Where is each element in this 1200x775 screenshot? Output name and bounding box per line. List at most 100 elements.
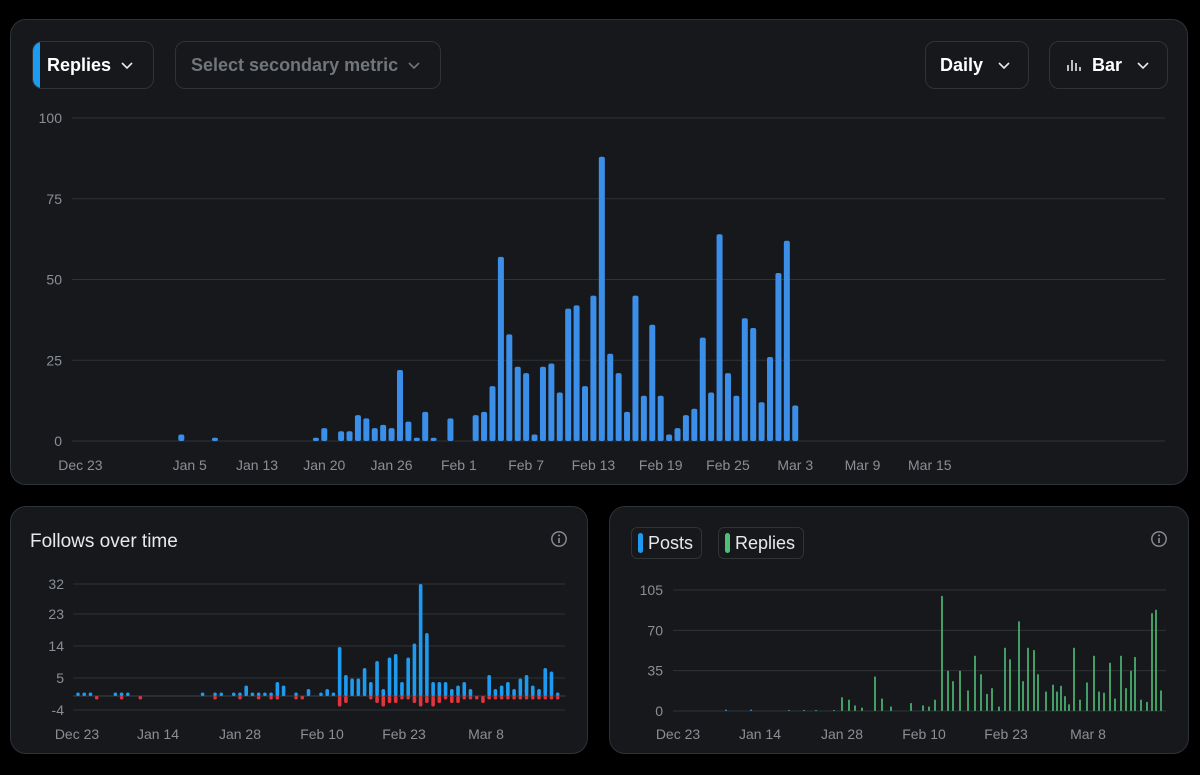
follows-card-title: Follows over time bbox=[30, 531, 178, 552]
replies-bar bbox=[312, 437, 319, 441]
x-tick-label: Feb 23 bbox=[382, 726, 426, 742]
x-tick-label: Jan 26 bbox=[371, 457, 413, 473]
replies-bar bbox=[1160, 690, 1162, 711]
replies-bar bbox=[1155, 609, 1157, 711]
y-tick-label: 23 bbox=[48, 606, 64, 622]
unfollows-bar bbox=[393, 696, 398, 703]
legend-replies-toggle[interactable]: Replies bbox=[718, 527, 805, 559]
y-tick-label: 25 bbox=[46, 352, 62, 368]
follows-bar bbox=[499, 685, 504, 696]
interval-label: Daily bbox=[940, 54, 984, 75]
x-tick-label: Mar 8 bbox=[1070, 726, 1106, 742]
replies-bar bbox=[598, 156, 605, 441]
chevron-down-icon bbox=[119, 57, 135, 73]
replies-bar bbox=[1109, 662, 1111, 711]
replies-bar bbox=[1151, 613, 1153, 711]
follows-bar bbox=[275, 682, 280, 696]
follows-bar bbox=[468, 689, 473, 696]
replies-bar bbox=[986, 693, 988, 711]
replies-bar bbox=[934, 699, 936, 711]
replies-bar bbox=[1060, 685, 1062, 711]
replies-bar bbox=[716, 234, 723, 441]
replies-bar bbox=[767, 357, 774, 441]
unfollows-bar bbox=[294, 696, 298, 700]
replies-bar bbox=[1068, 704, 1070, 711]
unfollows-bar bbox=[256, 696, 261, 700]
x-tick-label: Jan 13 bbox=[236, 457, 278, 473]
unfollows-bar bbox=[506, 696, 510, 700]
chevron-down-icon bbox=[406, 57, 422, 73]
replies-bar bbox=[1033, 649, 1035, 711]
y-tick-label: 35 bbox=[647, 663, 663, 679]
follows-bar bbox=[431, 682, 435, 696]
follows-bar bbox=[82, 692, 87, 696]
x-tick-label: Jan 28 bbox=[821, 726, 863, 742]
follows-bar bbox=[269, 692, 273, 696]
follows-bar bbox=[393, 654, 398, 696]
unfollows-bar bbox=[474, 696, 479, 700]
replies-bar bbox=[380, 424, 387, 441]
replies-bar bbox=[941, 595, 943, 711]
replies-bar bbox=[506, 334, 513, 441]
replies-bar bbox=[874, 676, 876, 711]
primary-metric-label: Replies bbox=[47, 54, 112, 75]
follows-bar bbox=[331, 692, 336, 696]
replies-bar bbox=[803, 709, 805, 711]
follows-bar bbox=[325, 689, 329, 696]
replies-bar bbox=[178, 434, 185, 441]
legend-replies-label: Replies bbox=[735, 532, 796, 553]
chart-type-dropdown[interactable]: Bar bbox=[1049, 41, 1168, 89]
replies-bar bbox=[967, 690, 969, 711]
info-icon[interactable] bbox=[550, 530, 568, 548]
follows-bar bbox=[543, 668, 548, 696]
replies-bar bbox=[708, 392, 715, 441]
replies-bar bbox=[775, 273, 782, 441]
replies-bar bbox=[699, 337, 706, 441]
y-tick-label: 0 bbox=[54, 433, 62, 449]
replies-bar bbox=[1079, 699, 1081, 711]
replies-bar bbox=[413, 437, 420, 441]
replies-bar bbox=[472, 415, 479, 441]
replies-bar bbox=[691, 408, 698, 441]
unfollows-bar bbox=[487, 696, 491, 700]
replies-bar bbox=[998, 706, 1000, 711]
posts-replies-bar-chart: 0 35 70 105 Dec 23 Jan 14 Jan 28 Feb 10 Feb 23 Ma… bbox=[640, 582, 1166, 742]
replies-bar bbox=[497, 256, 504, 441]
follows-bar bbox=[462, 682, 467, 696]
unfollows-bar bbox=[437, 696, 442, 703]
chevron-down-icon bbox=[996, 57, 1012, 73]
unfollows-bar bbox=[381, 696, 386, 707]
replies-bar bbox=[422, 411, 429, 441]
follows-bar bbox=[456, 685, 460, 696]
unfollows-bar bbox=[481, 696, 485, 703]
follows-bar bbox=[369, 682, 373, 696]
unfollows-bar bbox=[512, 696, 516, 700]
follows-bar bbox=[337, 647, 342, 696]
replies-bar bbox=[674, 428, 681, 441]
y-tick-label: 0 bbox=[655, 703, 663, 719]
follows-bar bbox=[213, 692, 217, 696]
replies-bar bbox=[682, 415, 689, 441]
replies-bar bbox=[430, 437, 437, 441]
replies-bar bbox=[1064, 696, 1066, 711]
follows-bar bbox=[231, 692, 236, 696]
follows-bar bbox=[200, 692, 205, 696]
x-tick-label: Feb 23 bbox=[984, 726, 1028, 742]
follows-bar bbox=[524, 675, 529, 696]
replies-bar bbox=[741, 318, 748, 441]
replies-bar bbox=[531, 434, 538, 441]
unfollows-bar bbox=[524, 696, 529, 700]
replies-bar bbox=[724, 373, 731, 441]
x-tick-label: Mar 9 bbox=[845, 457, 881, 473]
secondary-metric-dropdown[interactable]: Select secondary metric bbox=[175, 41, 441, 89]
replies-bar bbox=[640, 395, 647, 441]
primary-metric-dropdown[interactable]: Replies bbox=[32, 41, 154, 89]
legend-posts-toggle[interactable]: Posts bbox=[631, 527, 703, 559]
replies-bar bbox=[1103, 692, 1105, 711]
interval-dropdown[interactable]: Daily bbox=[925, 41, 1029, 89]
info-icon[interactable] bbox=[1150, 530, 1168, 548]
replies-bar bbox=[959, 670, 961, 711]
replies-bar bbox=[666, 434, 673, 441]
unfollows-bar bbox=[549, 696, 554, 700]
replies-bar bbox=[1098, 691, 1100, 711]
